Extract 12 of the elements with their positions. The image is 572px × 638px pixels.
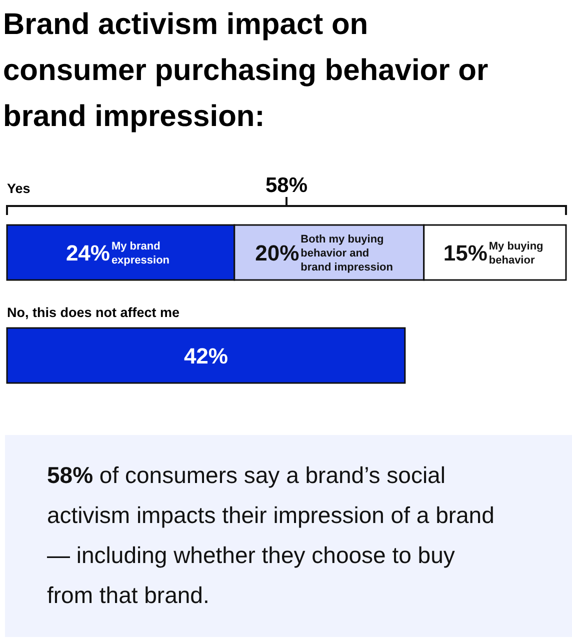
y-tick-label: No, this does not affect me [7,305,180,320]
data-label: 20% [255,240,300,266]
total-label: 58% [265,174,308,197]
text: 58% of consumers say a brand’s social activism impacts their impression of a brand — including whether they choose to buy from that brand. [5,435,572,637]
series-label: My buying behavior [488,240,544,266]
series-label: My brand expression [111,240,170,266]
series-label: Both my buying behavior and brand impression [300,234,394,274]
data-label: 42% [184,344,228,368]
data-label: 15% [443,240,488,266]
data-label: 24% [66,240,110,266]
y-tick-label: Yes [7,181,30,196]
chart-title: Brand activism impact on consumer purchasing behavior or brand impression: [3,7,490,135]
